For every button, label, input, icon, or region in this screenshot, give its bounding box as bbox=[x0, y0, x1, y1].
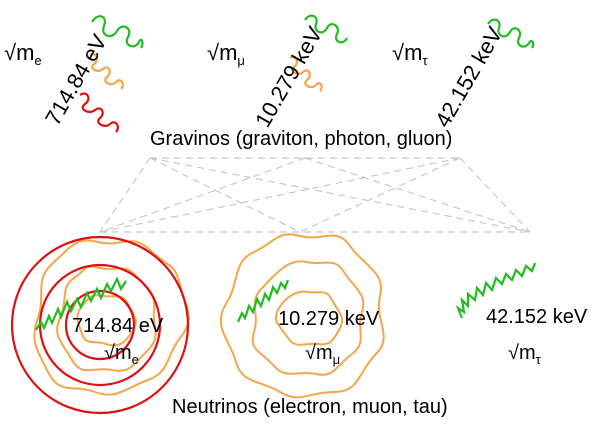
mass-root: √m bbox=[392, 40, 423, 65]
neutrino-muon-orange-star-mid bbox=[251, 260, 365, 376]
mass-root: √m bbox=[104, 342, 132, 364]
gravino-tau-green-loops bbox=[487, 18, 535, 49]
gravino-muon-green-loops bbox=[304, 14, 348, 44]
gravino-tau-mass-label: √mτ bbox=[392, 40, 428, 68]
gravino-electron-red-loops bbox=[79, 92, 119, 133]
neutrino-electron-red-ring-3 bbox=[64, 289, 136, 361]
neutrino-muon-mass-label: √mμ bbox=[305, 342, 340, 367]
mass-root: √m bbox=[305, 342, 333, 364]
mass-root: √m bbox=[4, 40, 35, 65]
mass-subscript: e bbox=[34, 53, 42, 68]
neutrino-muon-energy-label: 10.279 keV bbox=[278, 308, 380, 330]
neutrino-muon-orange-star-outer bbox=[219, 233, 385, 399]
mass-root: √m bbox=[207, 40, 238, 65]
neutrinos-caption: Neutrinos (electron, muon, tau) bbox=[172, 396, 448, 418]
mass-root: √m bbox=[508, 342, 536, 364]
neutrino-muon-orange-star-core bbox=[274, 290, 344, 346]
mass-subscript: e bbox=[131, 352, 139, 367]
mass-subscript: μ bbox=[237, 53, 245, 68]
neutrino-electron-energy-label: 714.84 eV bbox=[72, 315, 164, 337]
gravino-muon-orange-loops bbox=[289, 55, 323, 92]
neutrino-muon-green-wave bbox=[236, 279, 290, 323]
neutrino-electron-red-ring-1 bbox=[10, 235, 190, 415]
mass-subscript: μ bbox=[332, 352, 341, 367]
mass-subscript: τ bbox=[535, 352, 541, 367]
gravino-electron-green-loops bbox=[91, 15, 144, 49]
neutrino-tau-energy-label: 42.152 keV bbox=[486, 306, 588, 328]
neutrino-electron-mass-label: √me bbox=[104, 342, 139, 367]
gravinos-caption: Gravinos (graviton, photon, gluon) bbox=[150, 128, 453, 150]
neutrino-electron-orange-star-outer bbox=[33, 239, 190, 396]
neutrino-tau-mass-label: √mτ bbox=[508, 342, 541, 367]
gravino-electron-orange-loops bbox=[89, 52, 124, 90]
connection-lines bbox=[99, 157, 531, 233]
gravino-electron-mass-label: √me bbox=[4, 40, 42, 68]
neutrino-electron-green-wave bbox=[35, 276, 127, 331]
gravino-muon-mass-label: √mμ bbox=[207, 40, 245, 68]
mass-subscript: τ bbox=[422, 53, 428, 68]
neutrino-tau-green-wave bbox=[455, 262, 537, 319]
